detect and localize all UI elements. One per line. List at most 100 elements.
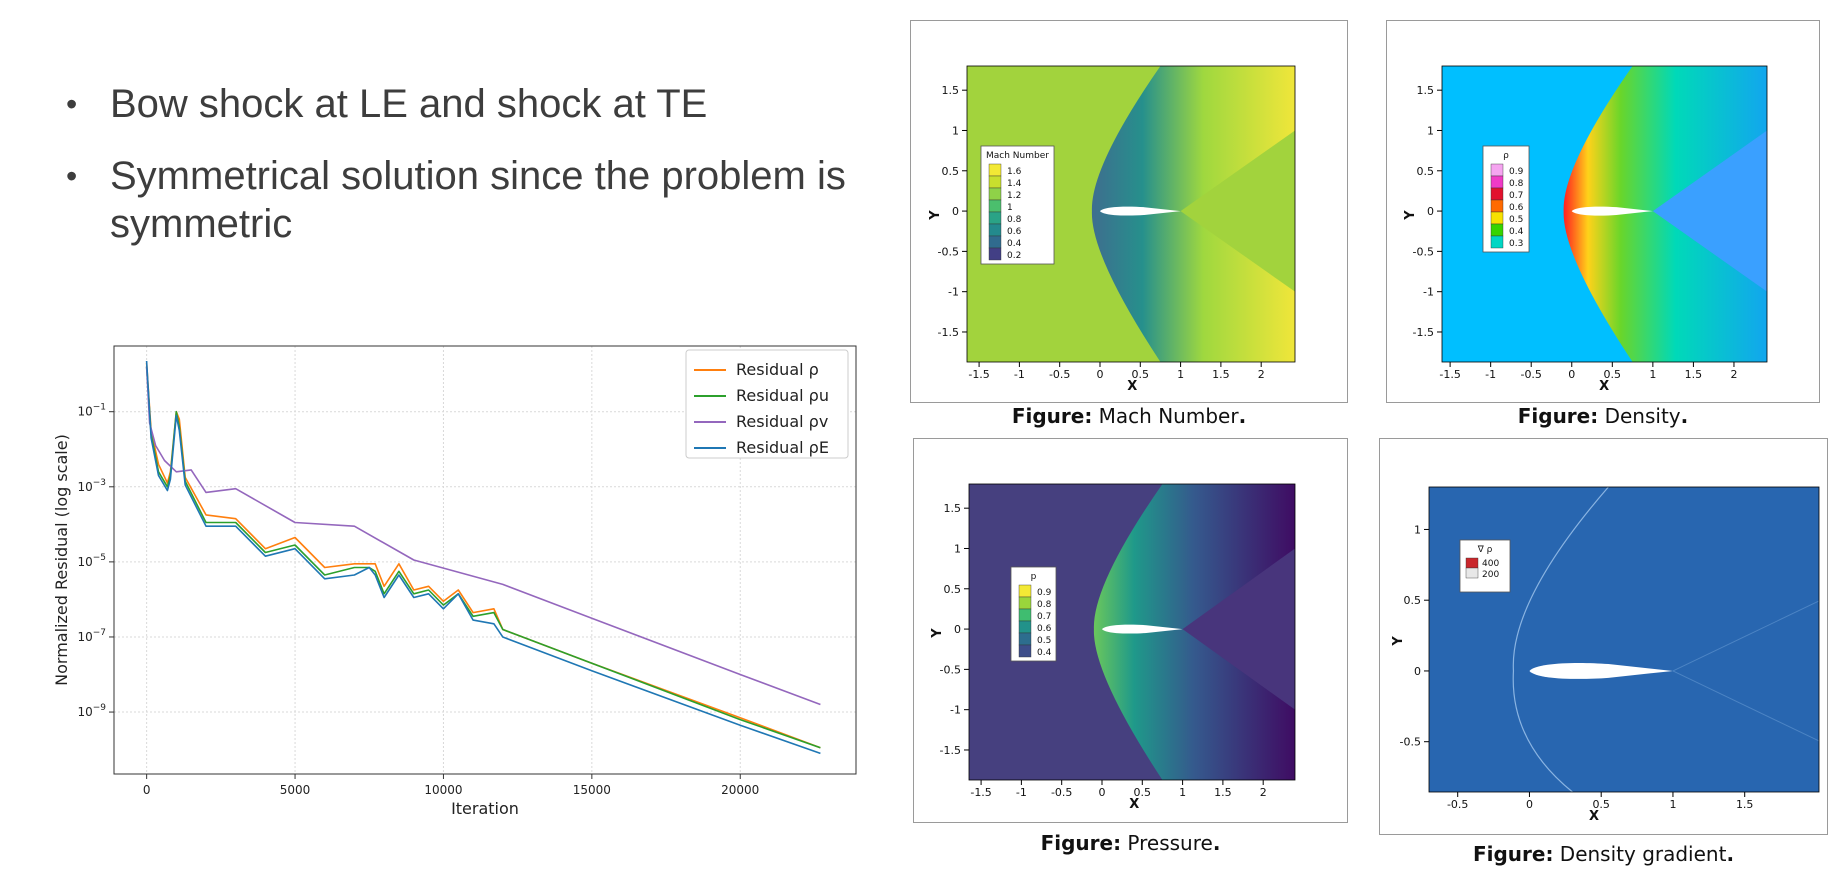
y-tick-label: 0.5 (1404, 594, 1422, 607)
figure-period: . (1238, 404, 1247, 428)
figure-label: Figure: (1040, 831, 1122, 855)
bullet-text: Symmetrical solution since the problem i… (110, 154, 846, 246)
legend-level-label: 1.2 (1007, 191, 1021, 201)
mach-figure: -1.5 -1 -0.5 0 0.5 1 1.5 2 1.5 1 0.5 0 -0.5 -1 -1.5 X Y M… (910, 20, 1348, 403)
y-tick-label: -0.5 (1413, 245, 1434, 258)
legend-swatch (988, 187, 1002, 201)
y-tick-label: 10−1 (77, 403, 106, 419)
bow-shock-line (1512, 486, 1609, 793)
legend-swatch (988, 163, 1002, 177)
figure-title: Density (1604, 404, 1681, 428)
figure-title: Density gradient (1559, 842, 1727, 866)
x-tick-label: 1.5 (1685, 368, 1703, 381)
legend-swatch (988, 175, 1002, 189)
density-contour-plot: -1.5 -1 -0.5 0 0.5 1 1.5 2 1.5 1 0.5 0 -0.5 -1 -1.5 X Yρ… (1403, 65, 1768, 394)
y-tick-label: 10−3 (77, 478, 106, 494)
x-axis-label: Iteration (451, 799, 519, 818)
legend-swatch (1490, 211, 1504, 225)
x-tick-label: 0 (1096, 368, 1103, 381)
y-tick-label: 0.5 (944, 583, 962, 596)
legend-swatch (1490, 223, 1504, 237)
y-tick-label: -1.5 (1413, 326, 1434, 339)
legend-level-label: 0.8 (1007, 215, 1022, 225)
y-tick-label: 10−9 (77, 703, 106, 719)
figure-period: . (1212, 831, 1221, 855)
y-tick-label: 0 (952, 205, 959, 218)
y-tick-label: -1 (1423, 286, 1434, 299)
legend-label: Residual ρu (736, 386, 829, 405)
legend-level-label: 0.8 (1037, 600, 1052, 610)
legend-swatch (988, 247, 1002, 261)
bullet-list: • Bow shock at LE and shock at TE • Symmet… (60, 80, 860, 272)
y-tick-label: -0.5 (940, 663, 961, 676)
legend-level-label: 0.4 (1509, 227, 1524, 237)
legend-box (1010, 566, 1057, 662)
legend-level-label: 0.6 (1007, 227, 1022, 237)
bullet-item: • Symmetrical solution since the problem … (60, 152, 860, 248)
mach-caption: Figure: Mach Number. (910, 404, 1348, 428)
legend-title: ρ (1503, 151, 1509, 161)
airfoil-shape (1099, 206, 1181, 216)
legend-box (685, 349, 849, 459)
x-tick-label: 1 (1179, 786, 1186, 799)
x-tick-label: 5000 (280, 783, 311, 797)
legend-title: ∇ ρ (1477, 545, 1493, 555)
legend-swatch (1465, 567, 1479, 579)
x-tick-label: -0.5 (1520, 368, 1541, 381)
plot-frame (1441, 65, 1768, 363)
y-tick-label: 1 (1414, 523, 1421, 536)
x-tick-label: 15000 (573, 783, 611, 797)
legend-swatch (1490, 199, 1504, 213)
legend-swatch (1490, 235, 1504, 249)
y-tick-label: -1.5 (938, 326, 959, 339)
legend-title: Mach Number (986, 151, 1049, 161)
figure-label: Figure: (1011, 404, 1093, 428)
y-tick-label: 1 (954, 542, 961, 555)
figure-label: Figure: (1517, 404, 1599, 428)
x-tick-label: 10000 (424, 783, 462, 797)
legend-swatch (988, 211, 1002, 225)
legend-level-label: 1.6 (1007, 167, 1022, 177)
gradient-figure: -0.5 0 0.5 1 1.5 1 0.5 0 -0.5 X Y ∇ ρ 400 200 (1379, 438, 1828, 835)
x-tick-label: 0 (1568, 368, 1575, 381)
airfoil-shape (1529, 662, 1673, 679)
y-tick-label: 1 (1427, 124, 1434, 137)
legend-level-label: 0.9 (1037, 588, 1052, 598)
x-tick-label: 0.5 (1134, 786, 1152, 799)
bullet-dot: • (66, 158, 78, 194)
figure-period: . (1726, 842, 1735, 866)
plot-frame (1428, 486, 1820, 793)
legend-level-label: 0.9 (1509, 167, 1524, 177)
x-tick-label: 20000 (721, 783, 759, 797)
legend-swatch (1465, 557, 1479, 569)
legend-swatch (1490, 163, 1504, 177)
series-line (145, 366, 821, 706)
legend-swatch (988, 223, 1002, 237)
legend-swatch (1490, 187, 1504, 201)
legend-box (1482, 145, 1530, 253)
bullet-item: • Bow shock at LE and shock at TE (60, 80, 860, 128)
x-tick-label: 0.5 (1132, 368, 1150, 381)
x-tick-label: -0.5 (1447, 798, 1468, 811)
y-tick-label: -1 (948, 286, 959, 299)
legend-level-label: 0.6 (1509, 203, 1524, 213)
x-tick-label: -1 (1014, 368, 1025, 381)
wake-region (1180, 130, 1295, 292)
freestream-region (1429, 487, 1819, 792)
legend-swatch (1018, 644, 1032, 658)
y-tick-label: 1.5 (1417, 84, 1435, 97)
x-tick-label: -0.5 (1051, 786, 1072, 799)
y-tick-label: 0.5 (1417, 165, 1435, 178)
legend-swatch (1018, 584, 1032, 598)
legend-title: p (1031, 572, 1037, 582)
y-tick-label: -0.5 (938, 245, 959, 258)
mach-contour-plot: -1.5 -1 -0.5 0 0.5 1 1.5 2 1.5 1 0.5 0 -0.5 -1 -1.5 X Y M… (928, 65, 1296, 394)
x-tick-label: 0 (1526, 798, 1533, 811)
legend-level-label: 0.6 (1037, 624, 1052, 634)
y-tick-label: 10−7 (77, 628, 106, 644)
airfoil-shape (1101, 624, 1183, 634)
x-tick-label: -1.5 (1439, 368, 1460, 381)
x-tick-label: -1.5 (968, 368, 989, 381)
